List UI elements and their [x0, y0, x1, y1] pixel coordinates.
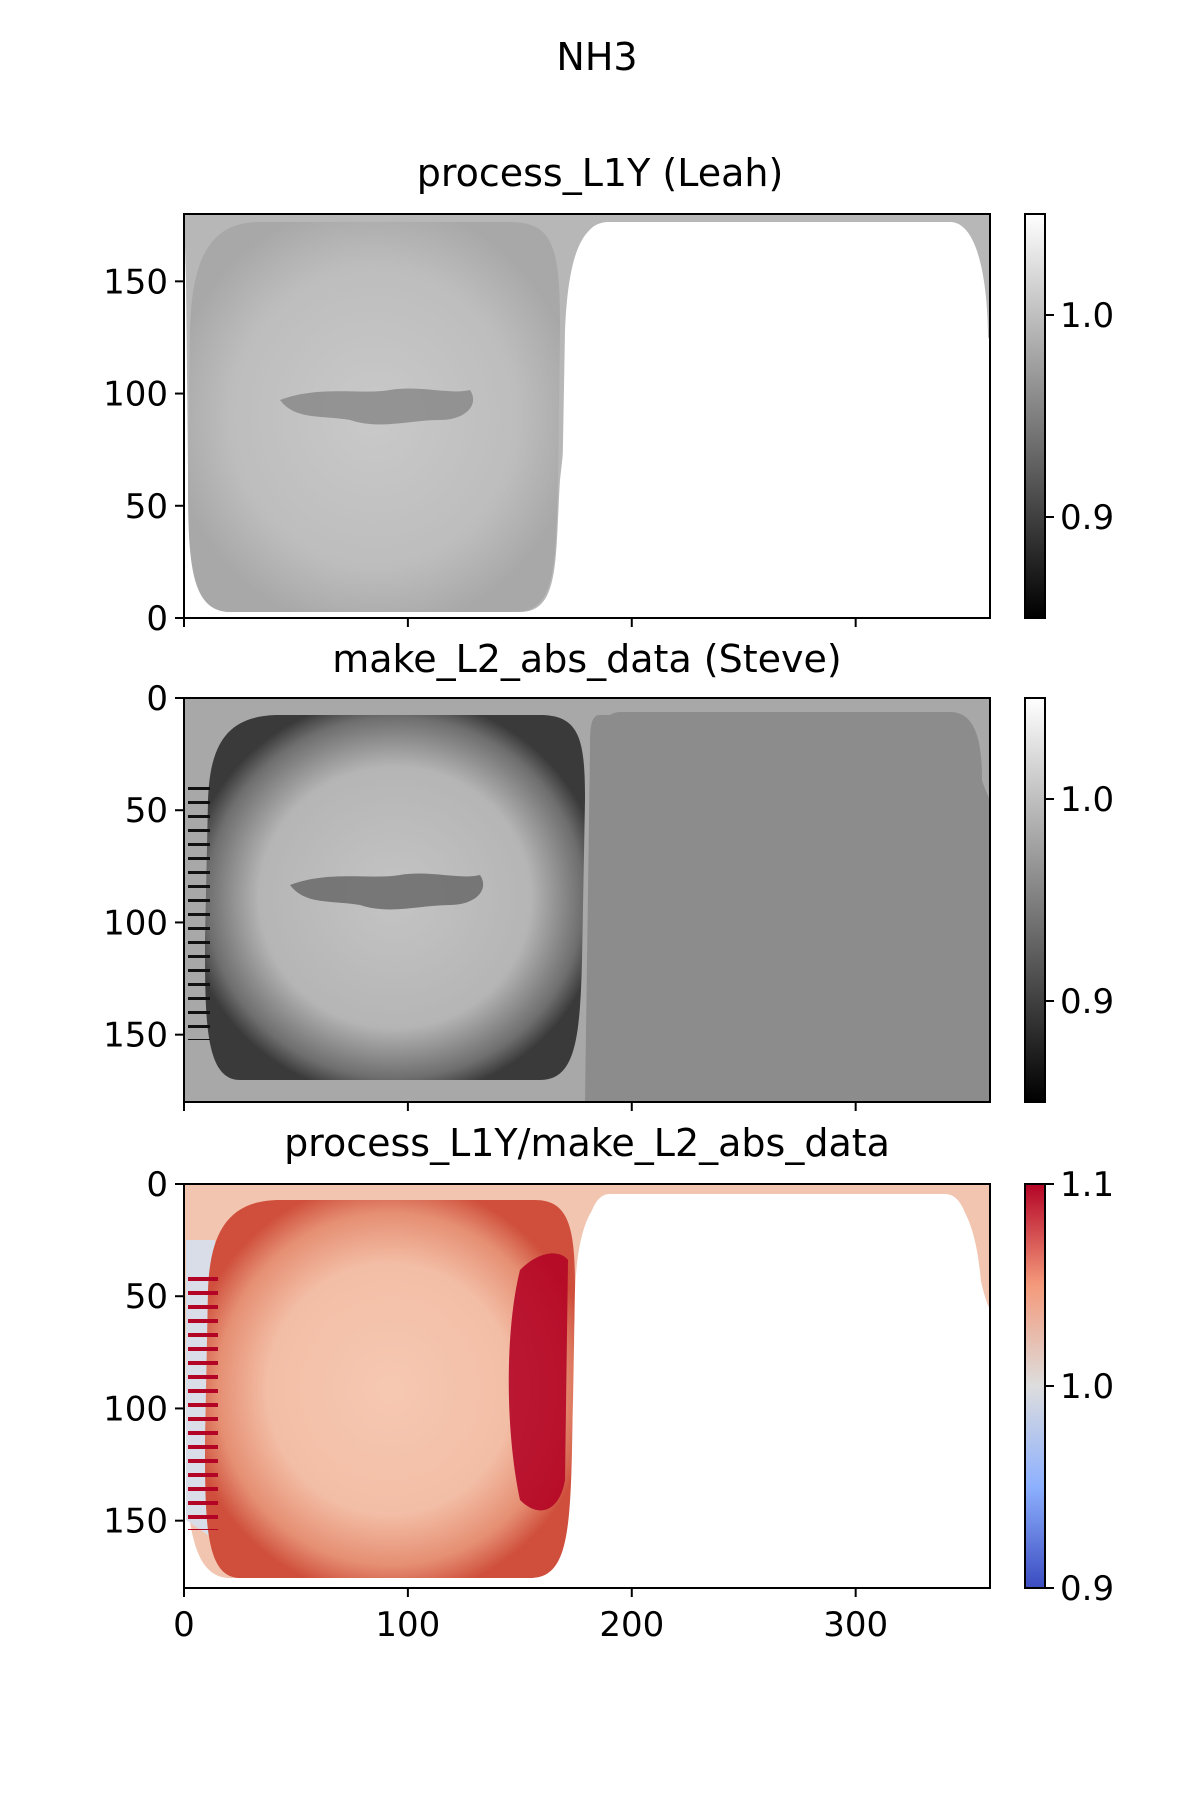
ytick-label: 0	[146, 599, 168, 639]
panel-2-colorbar-ticks: 0.9 1.0	[1045, 780, 1114, 1022]
ytick-label: 50	[125, 791, 168, 831]
panel-2-frame	[183, 697, 991, 1103]
colorbar-tick-label: 1.0	[1060, 780, 1114, 820]
ytick-label: 150	[103, 262, 168, 302]
panel-3-colorbar	[1024, 1183, 1046, 1589]
panel-2-title: make_L2_abs_data (Steve)	[332, 637, 841, 681]
panel-1-frame	[183, 213, 991, 619]
xtick-label: 200	[599, 1605, 664, 1645]
ytick-label: 100	[103, 903, 168, 943]
panel-3: process_L1Y/make_L2_abs_data 0 50 100 150 0…	[103, 1121, 1114, 1645]
panel-1-colorbar	[1024, 213, 1046, 619]
panel-3-nodata	[570, 1194, 990, 1590]
panel-1-heatmap	[184, 214, 990, 612]
ytick-label: 150	[103, 1502, 168, 1542]
panel-1-nodata	[560, 222, 988, 612]
ytick-label: 0	[146, 679, 168, 719]
panel-3-frame	[183, 1183, 991, 1589]
ytick-label: 100	[103, 375, 168, 415]
ytick-label: 100	[103, 1389, 168, 1429]
panel-3-heatmap	[184, 1184, 990, 1590]
panel-2-heatmap	[184, 698, 990, 1102]
panel-3-title: process_L1Y/make_L2_abs_data	[284, 1121, 890, 1165]
xtick-label: 300	[823, 1605, 888, 1645]
panel-3-xticks: 0 100 200 300	[173, 1588, 888, 1645]
panel-3-edge-streaks	[188, 1270, 218, 1530]
colorbar-tick-label: 0.9	[1060, 1569, 1114, 1609]
ytick-label: 150	[103, 1016, 168, 1056]
ytick-label: 0	[146, 1165, 168, 1205]
panel-2-edge-streaks	[188, 780, 210, 1040]
ytick-label: 50	[125, 1277, 168, 1317]
panel-1-yticks: 0 50 100 150	[103, 262, 184, 639]
colorbar-tick-label: 1.0	[1060, 1367, 1114, 1407]
ytick-label: 50	[125, 487, 168, 527]
panel-3-red-right	[508, 1253, 568, 1511]
panel-3-colorbar-ticks: 0.9 1.0 1.1	[1045, 1165, 1114, 1609]
panel-3-disk	[205, 1200, 575, 1578]
colorbar-tick-label: 1.0	[1060, 296, 1114, 336]
panel-2-xticks	[183, 1102, 857, 1111]
panel-1: process_L1Y (Leah) 0 50 100 150 0.9 1.0	[103, 151, 1114, 639]
panel-1-xticks	[183, 618, 857, 627]
panel-2-nodata	[590, 712, 982, 1102]
panel-2-band	[290, 873, 484, 910]
xtick-label: 0	[173, 1605, 195, 1645]
colorbar-tick-label: 0.9	[1060, 982, 1114, 1022]
figure-suptitle: NH3	[556, 35, 637, 79]
panel-2-yticks: 0 50 100 150	[103, 679, 184, 1056]
xtick-label: 100	[375, 1605, 440, 1645]
panel-1-title: process_L1Y (Leah)	[417, 151, 784, 195]
colorbar-tick-label: 0.9	[1060, 498, 1114, 538]
colorbar-tick-label: 1.1	[1060, 1165, 1114, 1205]
panel-2-colorbar	[1024, 697, 1046, 1103]
panel-2: make_L2_abs_data (Steve) 0 50 100 150 0.9 1.…	[103, 637, 1114, 1111]
panel-1-band	[280, 388, 474, 425]
panel-1-colorbar-ticks: 0.9 1.0	[1045, 296, 1114, 538]
panel-3-yticks: 0 50 100 150	[103, 1165, 184, 1542]
